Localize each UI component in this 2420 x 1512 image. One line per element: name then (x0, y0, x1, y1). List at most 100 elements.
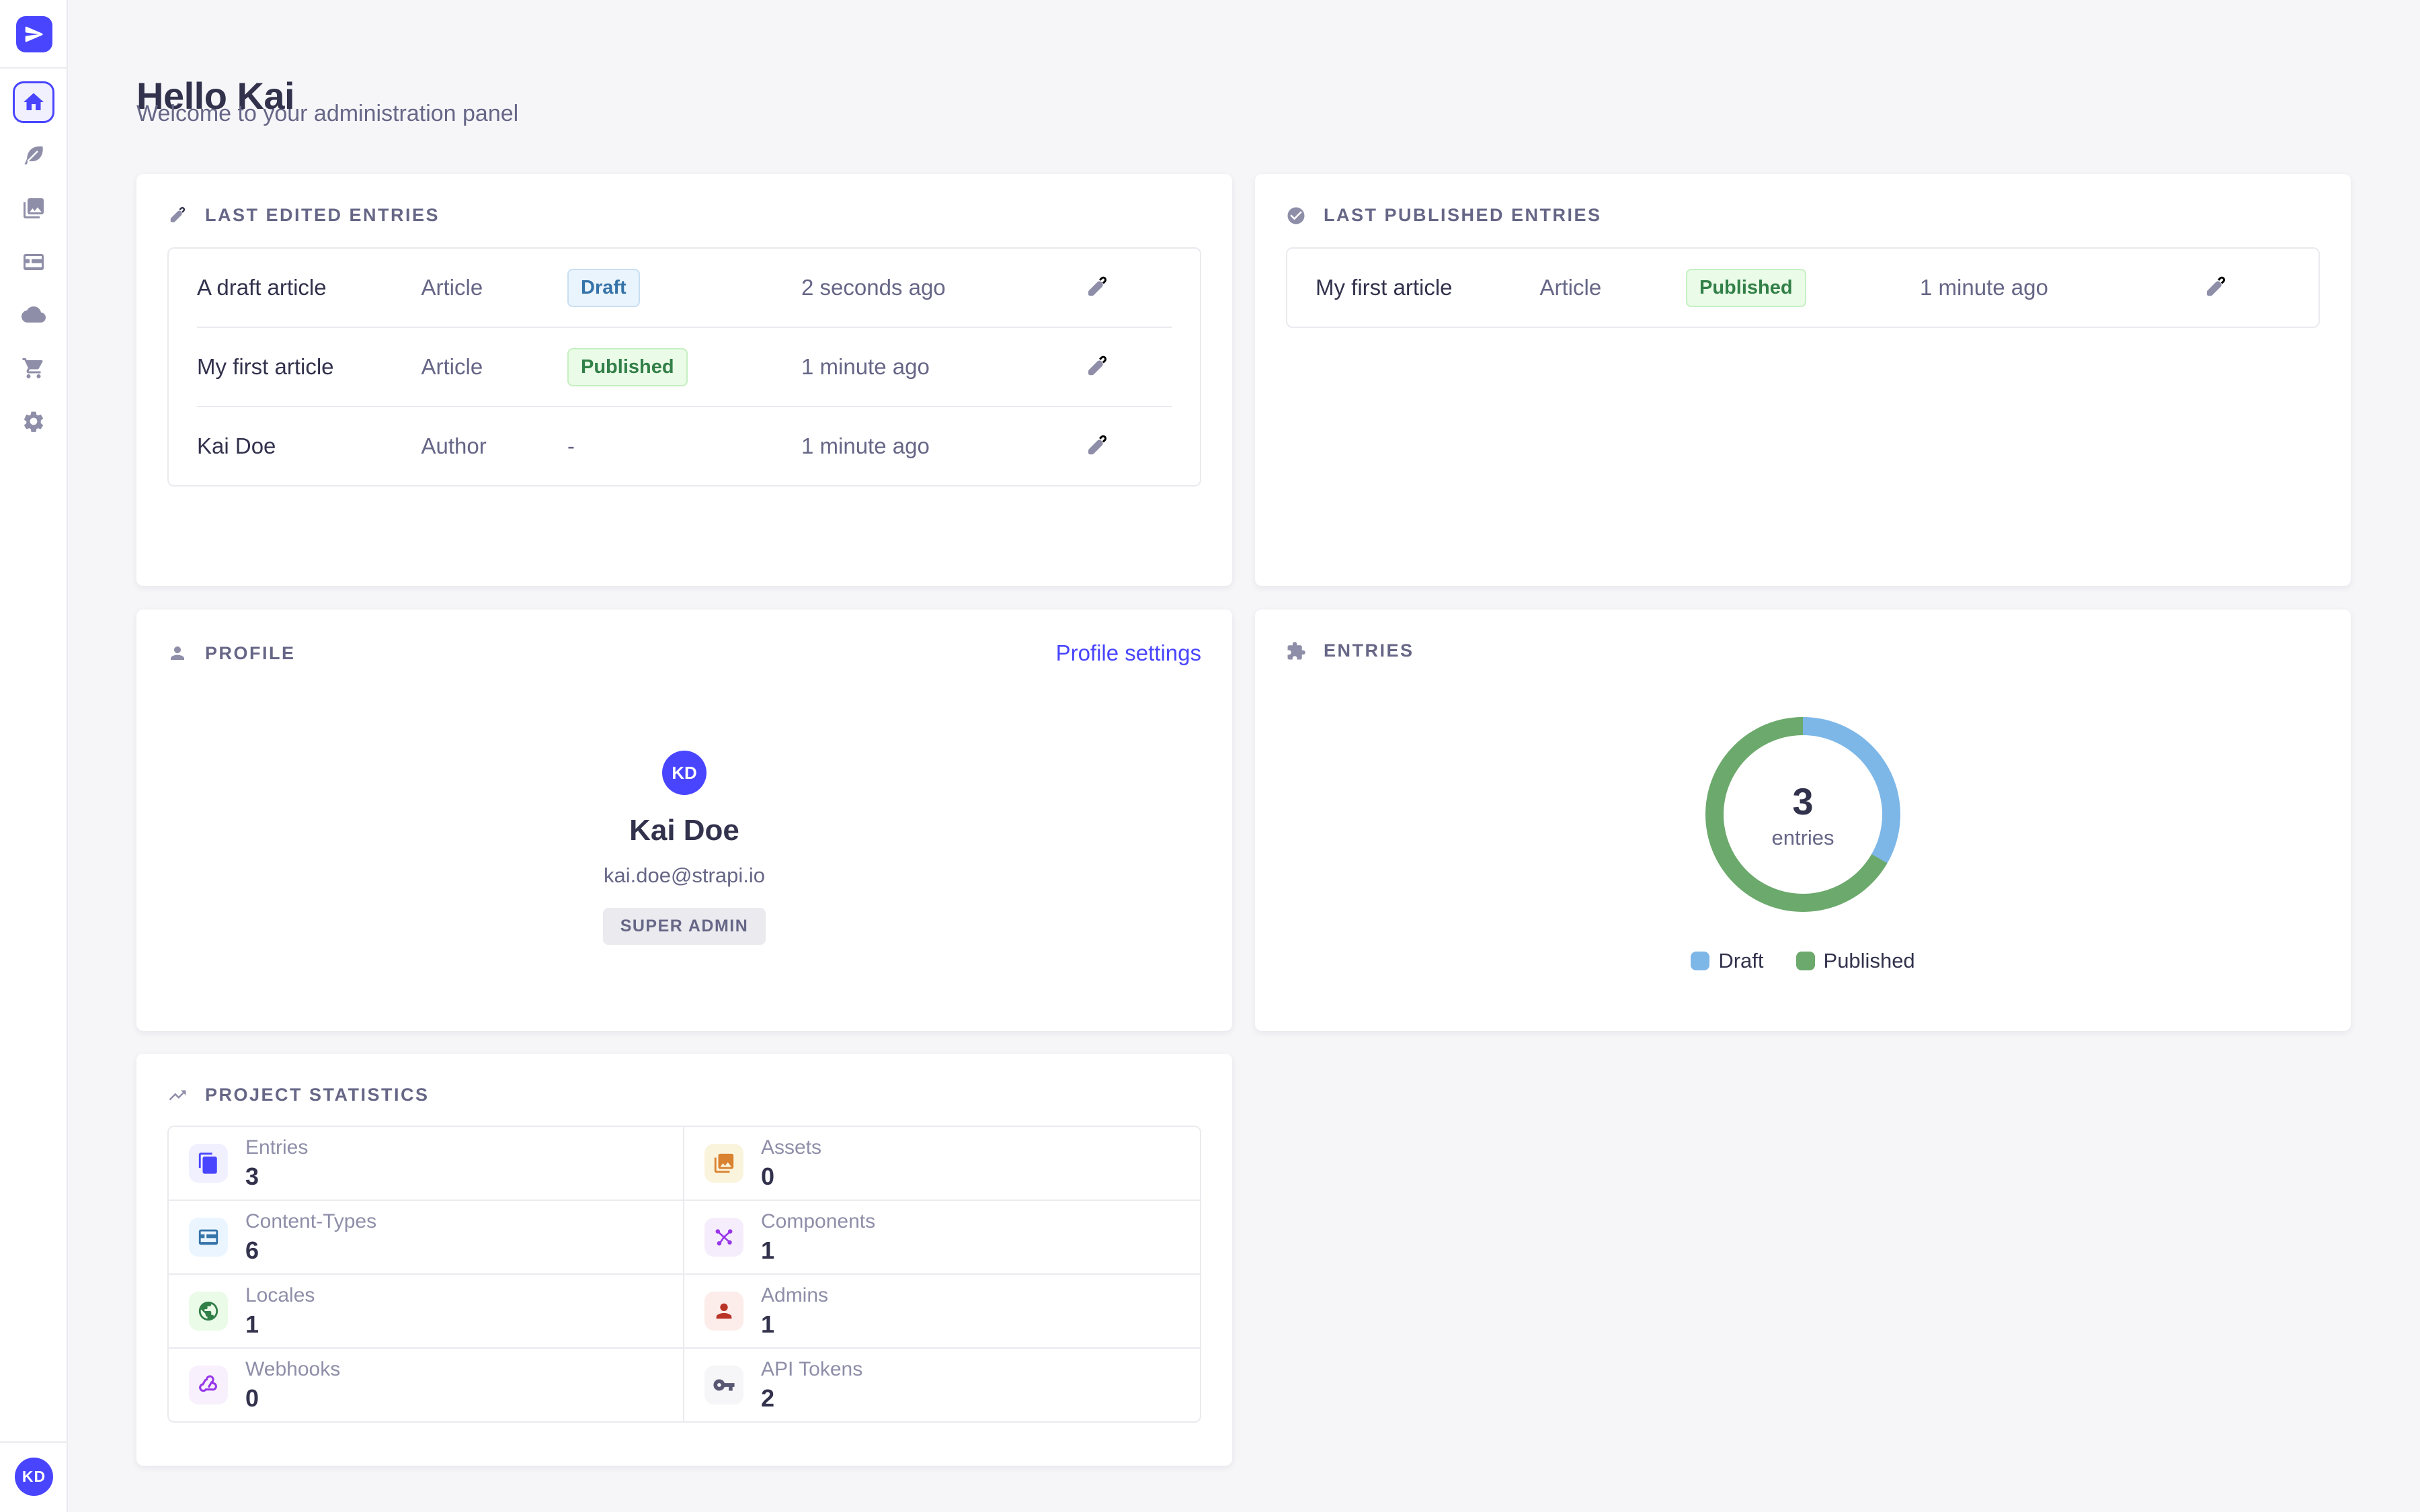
stat-components: Components 1 (684, 1200, 1200, 1273)
cloud-icon (22, 302, 46, 327)
entry-type: Article (421, 354, 483, 379)
stat-webhooks: Webhooks 0 (169, 1347, 684, 1421)
trending-up-icon (167, 1085, 188, 1105)
key-icon (704, 1366, 743, 1404)
card-title: PROJECT STATISTICS (205, 1085, 430, 1105)
entry-time: 2 seconds ago (801, 275, 946, 300)
stat-value: 0 (245, 1384, 259, 1412)
stat-assets: Assets 0 (684, 1127, 1200, 1200)
pencil-icon (1084, 354, 1110, 380)
profile-email: kai.doe@strapi.io (604, 864, 765, 887)
page-subtitle: Welcome to your administration panel (136, 101, 519, 126)
sidebar-item-home[interactable] (13, 81, 54, 123)
sidebar-item-marketplace[interactable] (13, 347, 54, 389)
stat-admins: Admins 1 (684, 1273, 1200, 1347)
copy-icon (189, 1144, 228, 1183)
sidebar: KD (0, 0, 68, 1512)
profile-name: Kai Doe (629, 814, 739, 847)
stat-entries: Entries 3 (169, 1127, 684, 1200)
stat-label: Admins (761, 1284, 829, 1306)
table-row: My first article Article Published 1 min… (1316, 249, 2290, 327)
last-published-entries-card: LAST PUBLISHED ENTRIES My first article … (1255, 174, 2351, 586)
stat-value: 6 (245, 1236, 259, 1264)
check-circle-icon (1286, 206, 1306, 226)
pencil-icon (1084, 275, 1110, 300)
entries-donut-chart: 3 entries (1705, 717, 1900, 912)
photos-icon (704, 1144, 743, 1183)
stat-label: Entries (245, 1136, 309, 1159)
layout-icon (22, 250, 46, 274)
media-library-icon (22, 196, 46, 220)
stat-api-tokens: API Tokens 2 (684, 1347, 1200, 1421)
stat-label: API Tokens (761, 1357, 863, 1380)
status-badge: Draft (567, 268, 640, 307)
strapi-logo[interactable] (16, 16, 52, 52)
edit-entry-button[interactable] (1084, 433, 1110, 459)
entry-name: Kai Doe (197, 433, 276, 458)
feather-icon (22, 143, 46, 167)
globe-icon (189, 1292, 228, 1331)
sidebar-item-content-type-builder[interactable] (13, 241, 54, 283)
entry-name: A draft article (197, 275, 327, 300)
page-title: Hello Kai (136, 74, 295, 117)
stat-value: 0 (761, 1162, 775, 1190)
gear-icon (22, 409, 46, 433)
avatar: KD (662, 751, 707, 795)
status-badge: - (567, 433, 575, 458)
profile-settings-link[interactable]: Profile settings (1055, 640, 1201, 665)
stat-value: 1 (761, 1236, 775, 1264)
table-row: Kai Doe Author - 1 minute ago (197, 406, 1172, 485)
home-icon (22, 90, 46, 114)
role-badge: SUPER ADMIN (602, 908, 766, 945)
card-title: ENTRIES (1324, 640, 1414, 661)
cart-icon (22, 356, 46, 380)
sidebar-item-content-manager[interactable] (13, 134, 54, 176)
legend-item-published: Published (1796, 949, 1915, 973)
entry-type: Author (421, 433, 487, 458)
stat-value: 1 (245, 1310, 259, 1338)
stat-label: Content-Types (245, 1210, 377, 1232)
entries-donut (1705, 717, 1900, 912)
user-avatar-button[interactable]: KD (15, 1458, 53, 1496)
entry-name: My first article (197, 354, 334, 379)
entry-time: 1 minute ago (801, 354, 930, 379)
stat-label: Locales (245, 1284, 315, 1306)
last-edited-table: A draft article Article Draft 2 seconds … (167, 247, 1201, 487)
sidebar-divider-top (0, 67, 67, 69)
last-published-table: My first article Article Published 1 min… (1286, 247, 2320, 328)
edit-entry-button[interactable] (1084, 275, 1110, 300)
entry-time: 1 minute ago (1920, 275, 2048, 300)
table-row: My first article Article Published 1 min… (197, 327, 1172, 406)
webhook-icon (189, 1366, 228, 1404)
pencil-icon (167, 206, 188, 226)
entries-card: ENTRIES 3 entries Draft Published (1255, 610, 2351, 1031)
entry-type: Article (1539, 275, 1602, 300)
legend-label: Draft (1718, 949, 1764, 972)
person-icon (167, 643, 188, 663)
legend-swatch (1796, 952, 1815, 970)
legend-item-draft: Draft (1691, 949, 1764, 973)
card-title: LAST PUBLISHED ENTRIES (1324, 205, 1602, 225)
stats-grid: Entries 3 Assets 0 Content-Types 6 Componen… (167, 1126, 1201, 1423)
project-statistics-card: PROJECT STATISTICS Entries 3 Assets 0 Cont… (136, 1054, 1232, 1466)
pencil-icon (2203, 275, 2228, 300)
card-title: LAST EDITED ENTRIES (205, 205, 440, 225)
table-row: A draft article Article Draft 2 seconds … (197, 249, 1172, 327)
edit-entry-button[interactable] (1084, 354, 1110, 380)
sidebar-item-media-library[interactable] (13, 187, 54, 229)
status-badge: Published (567, 347, 688, 386)
entry-time: 1 minute ago (801, 433, 930, 458)
nodes-icon (704, 1218, 743, 1257)
sidebar-divider-bottom (0, 1441, 67, 1443)
stat-label: Components (761, 1210, 876, 1232)
sidebar-item-deploy[interactable] (13, 294, 54, 335)
donut-total-value: 3 (1792, 780, 1814, 823)
sidebar-item-settings[interactable] (13, 401, 54, 442)
chart-legend: Draft Published (1255, 949, 2351, 973)
profile-card: PROFILE Profile settings KD Kai Doe kai.… (136, 610, 1232, 1031)
stat-content-types: Content-Types 6 (169, 1200, 684, 1273)
entry-name: My first article (1316, 275, 1453, 300)
layout-icon (189, 1218, 228, 1257)
stat-value: 1 (761, 1310, 775, 1338)
edit-entry-button[interactable] (2203, 275, 2228, 300)
